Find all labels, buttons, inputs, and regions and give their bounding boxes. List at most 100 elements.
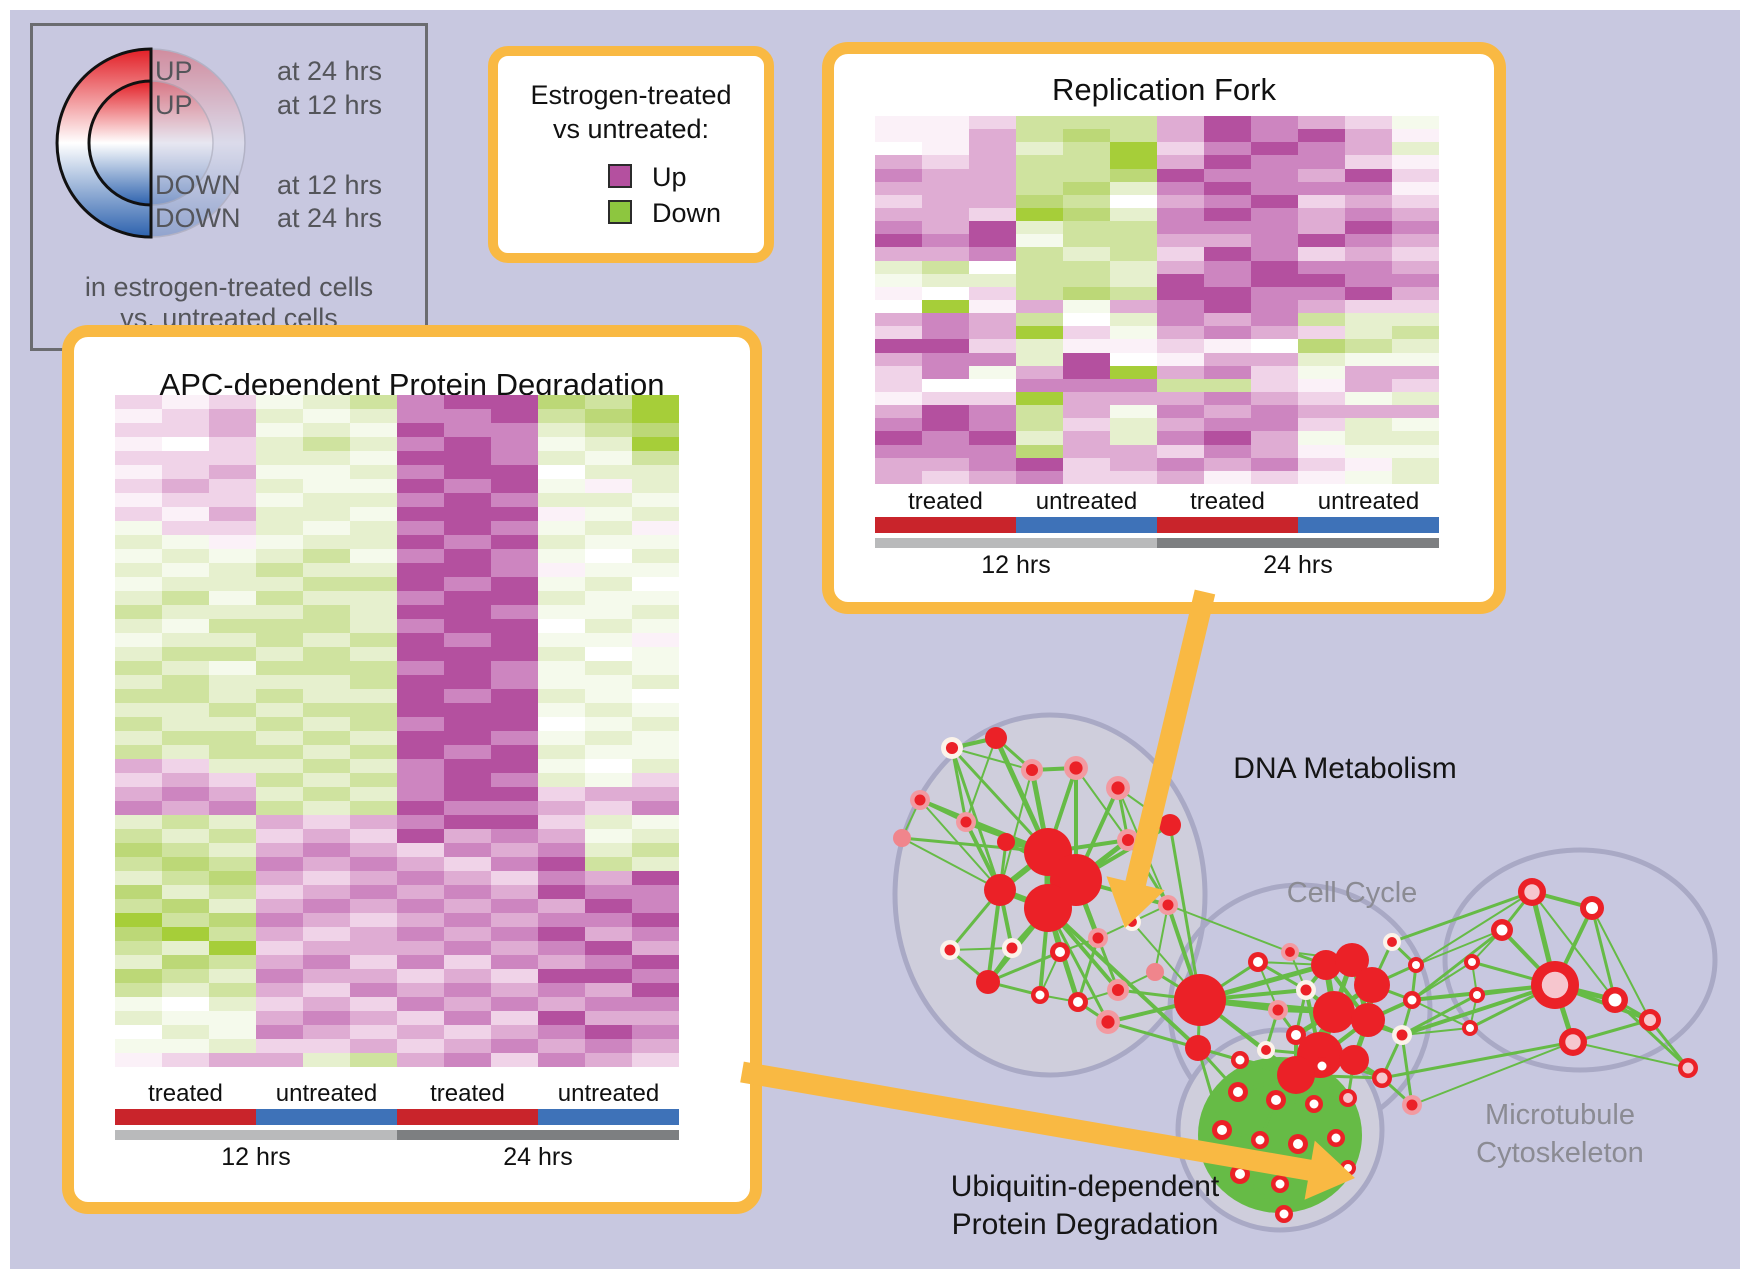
heatmap-cell [632,913,679,927]
ring-legend-footer-line1: in estrogen-treated cells [84,272,374,302]
heatmap-cell [1016,299,1063,314]
heatmap-cell [350,1039,397,1053]
heatmap-row [875,142,1439,156]
heatmap-cell [632,451,679,465]
heatmap-cell [538,997,585,1011]
heatmap-cell [256,437,303,451]
heatmap-cell [209,507,256,521]
heatmap-cell [632,857,679,871]
network-node [997,833,1015,851]
heatmap-cell [632,815,679,829]
heatmap-cell [115,843,162,857]
heatmap-cell [1157,181,1204,195]
ring-legend-direction: DOWN [155,203,241,233]
ring-legend-time: at 24 hrs [277,56,383,86]
heatmap-cell [162,507,209,521]
network-node [1351,1003,1385,1037]
replication-fork-axis-strip: treated untreated treated untreated 12 hrs 24… [875,488,1439,579]
heatmap-cell [632,829,679,843]
heatmap-cell [491,661,538,675]
heatmap-cell [209,717,256,731]
heatmap-cell [491,955,538,969]
network-edge [1196,1046,1224,1132]
heatmap-cell [585,815,632,829]
heatmap-cell [1063,326,1110,340]
heatmap-cell [1016,181,1063,195]
heatmap-cell [397,759,444,773]
heatmap-cell [115,563,162,577]
heatmap-cell [209,493,256,507]
heatmap-cell [585,479,632,493]
heatmap-cell [444,479,491,493]
heatmap-cell [1063,247,1110,261]
heatmap-cell [491,535,538,549]
heatmap-cell [969,326,1016,340]
heatmap-cell [1204,142,1251,156]
heatmap-cell [538,955,585,969]
heatmap-cell [969,339,1016,353]
estrogen-legend-box: Estrogen-treated vs untreated: Up Down [488,46,774,263]
down-color-swatch [608,200,632,224]
heatmap-cell [1251,168,1298,182]
heatmap-cell [303,871,350,885]
heatmap-cell [969,168,1016,182]
heatmap-cell [875,352,922,366]
heatmap-cell [585,395,632,409]
heatmap-cell [115,479,162,493]
heatmap-cell [162,703,209,717]
heatmap-cell [632,997,679,1011]
network-node [1293,1139,1303,1149]
network-node [1111,983,1125,997]
heatmap-cell [1392,470,1439,484]
heatmap-cell [256,885,303,899]
heatmap-cell [538,969,585,983]
heatmap-cell [1392,221,1439,235]
heatmap-cell [969,155,1016,169]
network-edge [999,769,1033,891]
heatmap-cell [350,829,397,843]
heatmap-cell [1251,129,1298,143]
heatmap-row [115,1025,679,1039]
heatmap-cell [491,703,538,717]
heatmap-cell [585,451,632,465]
heatmap-cell [632,745,679,759]
heatmap-cell [1157,391,1204,406]
heatmap-cell [632,521,679,535]
heatmap-row [875,418,1439,432]
replication-fork-panel: Replication Fork treated untreated treated… [822,42,1506,614]
heatmap-cell [209,633,256,647]
heatmap-row [875,207,1439,222]
heatmap-cell [209,955,256,969]
heatmap-cell [444,703,491,717]
cluster-label: Ubiquitin-dependent [951,1170,1220,1203]
network-node [1217,1125,1227,1135]
heatmap-cell [303,563,350,577]
heatmap-cell [303,493,350,507]
heatmap-cell [632,1011,679,1025]
heatmap-cell [875,339,922,353]
heatmap-row [115,857,679,871]
heatmap-cell [256,801,303,815]
heatmap-cell [115,647,162,661]
group-color-bar [115,1109,256,1125]
heatmap-cell [303,815,350,829]
heatmap-row [115,773,679,787]
connector-arrow-head [1106,876,1165,928]
heatmap-cell [1110,194,1157,208]
heatmap-cell [585,787,632,801]
heatmap-cell [256,843,303,857]
heatmap-cell [969,286,1016,300]
heatmap-cell [1157,168,1204,182]
heatmap-cell [350,871,397,885]
heatmap-cell [350,479,397,493]
heatmap-cell [1345,286,1392,300]
heatmap-cell [1016,418,1063,432]
heatmap-cell [350,493,397,507]
heatmap-cell [256,955,303,969]
network-node [1006,942,1018,954]
heatmap-cell [350,997,397,1011]
heatmap-cell [1251,194,1298,208]
heatmap-row [115,843,679,857]
heatmap-cell [1204,365,1251,379]
heatmap-cell [585,661,632,675]
